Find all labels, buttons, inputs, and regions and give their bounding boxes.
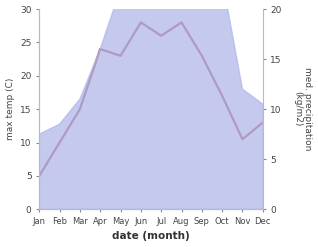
Y-axis label: med. precipitation
(kg/m2): med. precipitation (kg/m2) bbox=[293, 67, 313, 151]
Y-axis label: max temp (C): max temp (C) bbox=[5, 78, 15, 140]
X-axis label: date (month): date (month) bbox=[112, 231, 190, 242]
